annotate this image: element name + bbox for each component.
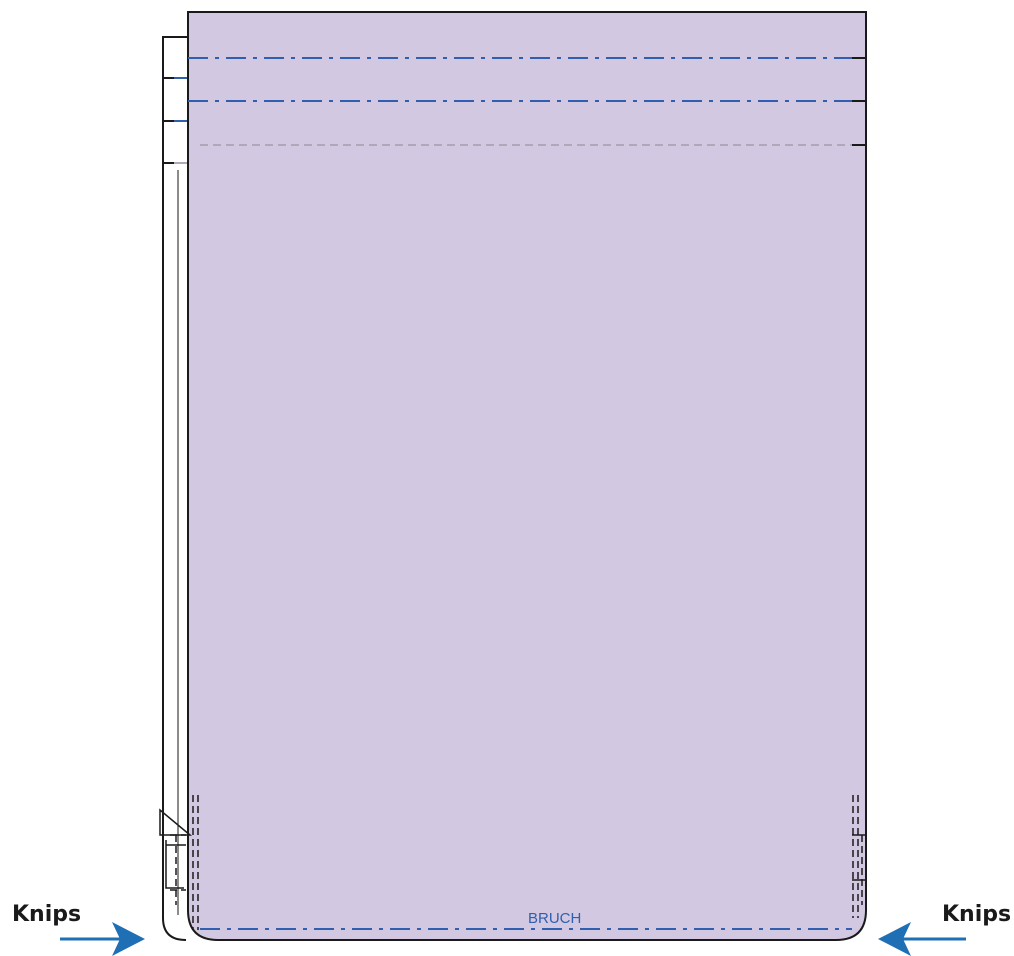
bruch-label: BRUCH bbox=[528, 910, 581, 927]
back-layer-ticks bbox=[163, 77, 188, 164]
right-corner-ticks bbox=[852, 834, 866, 881]
back-layer-outline bbox=[162, 36, 188, 941]
arrow-right-icon bbox=[60, 922, 145, 956]
main-panel bbox=[187, 11, 867, 941]
knips-label-left: Knips bbox=[12, 902, 81, 927]
left-corner-notch bbox=[159, 808, 193, 889]
right-corner-stitching bbox=[852, 795, 863, 918]
right-edge-ticks bbox=[852, 57, 866, 146]
arrow-left-icon bbox=[878, 922, 966, 956]
knips-label-right: Knips bbox=[942, 902, 1011, 927]
